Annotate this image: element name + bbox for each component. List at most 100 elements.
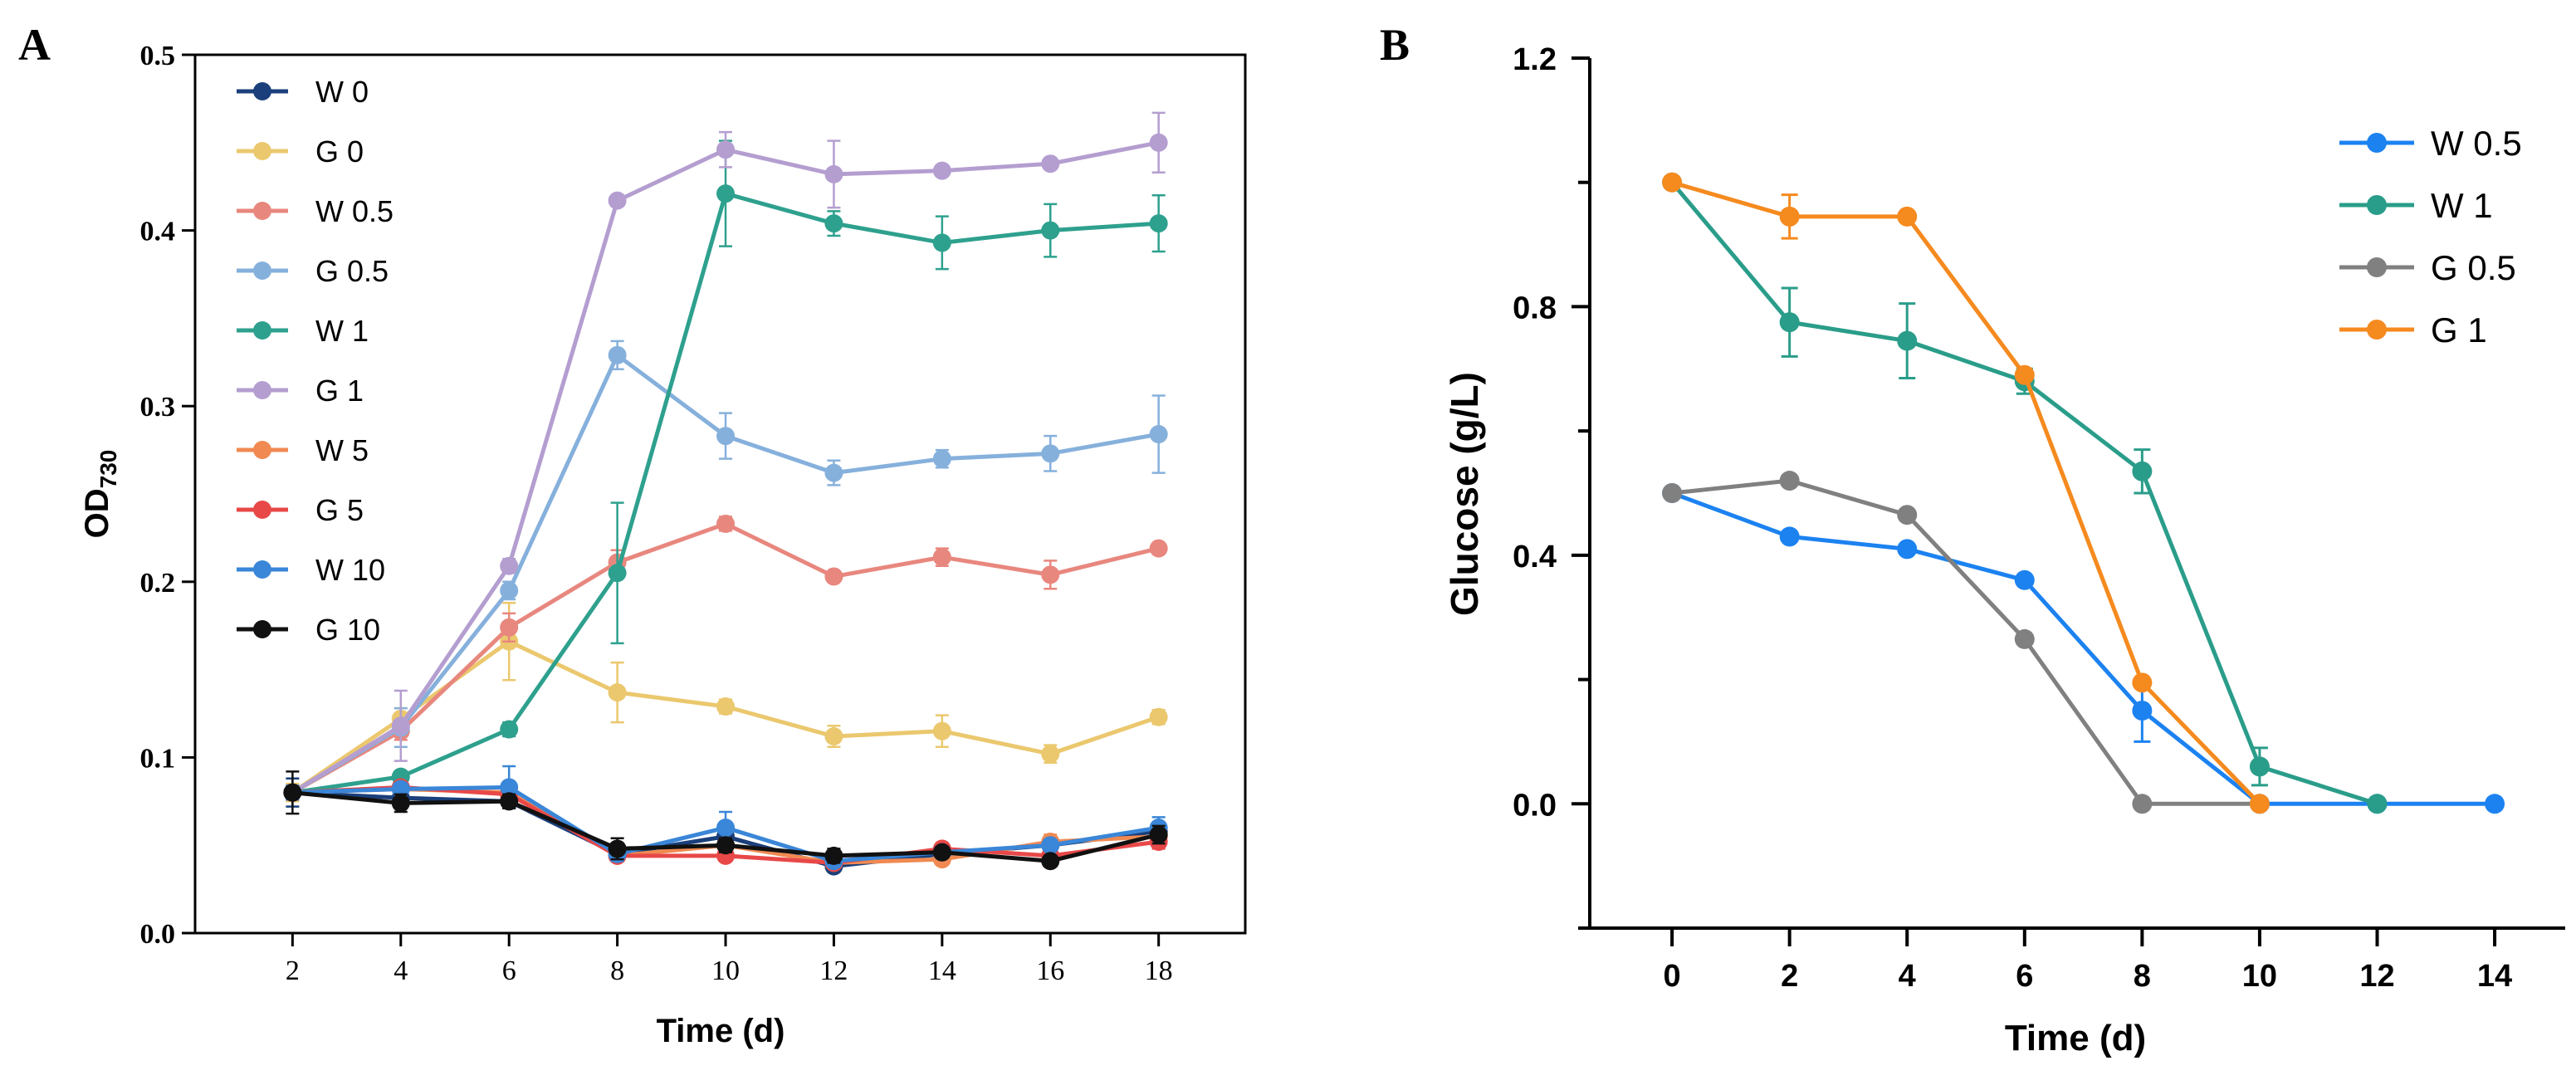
chart-b-legend-label: G 1 bbox=[2431, 310, 2487, 349]
chart-a-xlabel: Time (d) bbox=[657, 1013, 785, 1049]
chart-a-point bbox=[500, 720, 519, 739]
chart-a-point bbox=[500, 778, 519, 797]
chart-a-point bbox=[932, 449, 951, 468]
chart-a-xtick-label: 4 bbox=[393, 955, 408, 986]
chart-a: 0.0 0.1 0.2 0.3 0.4 0.5 2 4 6 8 10 12 14 16 18 W 0 G 0 W… bbox=[79, 41, 1247, 1049]
chart-a-point bbox=[824, 164, 843, 183]
chart-a-xtick-label: 16 bbox=[1036, 955, 1064, 986]
chart-a-legend-item: G 10 bbox=[237, 613, 380, 647]
chart-a-series-g-10 bbox=[283, 770, 1168, 871]
chart-a-point bbox=[1041, 154, 1060, 174]
chart-a-ylabel-main: OD bbox=[79, 488, 115, 538]
chart-b-legend-item: W 1 bbox=[2339, 186, 2493, 225]
chart-a-xtick-label: 8 bbox=[610, 955, 624, 986]
chart-a-legend-swatch-marker bbox=[253, 202, 271, 220]
chart-b-point bbox=[2249, 794, 2270, 814]
chart-a-legend-swatch-marker bbox=[253, 501, 271, 519]
chart-b-legend-item: W 0.5 bbox=[2339, 124, 2522, 163]
chart-b-xtick-label: 0 bbox=[1664, 959, 1681, 994]
chart-b-point bbox=[2485, 794, 2505, 814]
panel-label-a: A bbox=[18, 20, 51, 70]
chart-b-point bbox=[2014, 364, 2035, 385]
chart-b-point bbox=[2132, 672, 2153, 693]
chart-a-ytick-label: 0.3 bbox=[140, 392, 176, 423]
chart-a-point bbox=[1149, 214, 1168, 233]
chart-b-point bbox=[2014, 628, 2035, 649]
chart-a-legend-item: W 5 bbox=[237, 433, 369, 467]
panel-label-b: B bbox=[1380, 20, 1410, 70]
chart-b-ytick-label: 1.2 bbox=[1513, 42, 1557, 77]
chart-b-point bbox=[1779, 312, 1800, 333]
chart-b-xtick-label: 8 bbox=[2134, 959, 2151, 994]
chart-b-point bbox=[2367, 794, 2388, 814]
chart-a-legend-item: G 5 bbox=[237, 493, 364, 527]
chart-b-legend-label: W 0.5 bbox=[2431, 124, 2522, 163]
chart-a-point bbox=[824, 214, 843, 233]
chart-a-legend-item: W 1 bbox=[237, 314, 369, 348]
chart-a-point bbox=[716, 140, 736, 159]
chart-a-point bbox=[716, 836, 736, 855]
chart-a-ytick-label: 0.0 bbox=[140, 919, 176, 950]
chart-b-xtick-label: 10 bbox=[2242, 959, 2277, 994]
chart-a-legend-label: G 1 bbox=[315, 374, 364, 408]
chart-b-legend-swatch-marker bbox=[2367, 195, 2387, 215]
chart-b-legend-swatch-marker bbox=[2367, 320, 2387, 340]
chart-b-point bbox=[2132, 794, 2153, 814]
chart-a-legend-label: W 0.5 bbox=[315, 194, 393, 228]
chart-a-ytick-label: 0.4 bbox=[140, 217, 176, 247]
chart-a-point bbox=[391, 794, 410, 813]
chart-a-legend-swatch-marker bbox=[253, 441, 271, 459]
chart-a-legend-swatch-marker bbox=[253, 620, 271, 638]
chart-b-series-line bbox=[1671, 180, 2261, 806]
chart-b-xtick-label: 12 bbox=[2359, 959, 2394, 994]
chart-b-xtick-label: 14 bbox=[2477, 959, 2512, 994]
chart-a-point bbox=[824, 567, 843, 586]
chart-a-ytick-label: 0.1 bbox=[140, 743, 176, 774]
chart-a-series-w-0-5 bbox=[283, 514, 1168, 802]
chart-b-series-line bbox=[1671, 478, 2260, 806]
chart-a-point bbox=[283, 783, 302, 802]
chart-a-point bbox=[391, 716, 410, 736]
chart-a-legend-label: G 10 bbox=[315, 613, 380, 647]
chart-a-point bbox=[1041, 852, 1060, 871]
chart-b-legend-item: G 0.5 bbox=[2339, 248, 2516, 287]
chart-a-ylabel: OD730 bbox=[79, 450, 121, 539]
chart-a-point bbox=[716, 184, 736, 203]
chart-a-legend-item: G 1 bbox=[237, 374, 364, 408]
chart-a-legend-swatch-marker bbox=[253, 82, 271, 100]
chart-a-point bbox=[716, 697, 736, 716]
chart-b-xtick-label: 6 bbox=[2016, 959, 2033, 994]
chart-a-point bbox=[1041, 836, 1060, 855]
chart-b-xlabel: Time (d) bbox=[2005, 1018, 2146, 1058]
chart-b-point bbox=[1897, 539, 1918, 560]
chart-a-series-line bbox=[291, 521, 1160, 794]
chart-a-point bbox=[1149, 825, 1168, 844]
chart-a-point bbox=[1041, 444, 1060, 463]
chart-b-series-g-1 bbox=[1662, 172, 2270, 814]
chart-a-point bbox=[1149, 425, 1168, 444]
chart-b-series-w-1 bbox=[1662, 172, 2388, 814]
chart-b: 0.0 0.4 0.8 1.2 0 2 4 6 8 10 12 14 W 0.5 W 1 G 0.5 G 1… bbox=[1443, 42, 2565, 1058]
chart-b-xtick-label: 2 bbox=[1781, 959, 1798, 994]
chart-b-point bbox=[2014, 569, 2035, 590]
chart-a-xtick-label: 2 bbox=[286, 955, 300, 986]
chart-a-point bbox=[608, 345, 627, 364]
chart-a-legend-label: G 0.5 bbox=[315, 254, 389, 288]
chart-a-frame bbox=[193, 53, 1247, 935]
chart-a-legend-label: W 10 bbox=[315, 553, 385, 587]
chart-b-point bbox=[1779, 526, 1800, 547]
chart-a-point bbox=[500, 556, 519, 575]
chart-a-legend-item: G 0.5 bbox=[237, 254, 389, 288]
chart-b-ytick-label: 0.8 bbox=[1513, 291, 1557, 325]
chart-a-point bbox=[932, 233, 951, 252]
chart-a-point bbox=[608, 564, 627, 583]
chart-a-point bbox=[608, 191, 627, 210]
chart-a-point bbox=[500, 581, 519, 600]
chart-a-point bbox=[1041, 221, 1060, 240]
chart-b-legend-swatch-marker bbox=[2367, 257, 2387, 277]
chart-b-point bbox=[1779, 471, 1800, 491]
chart-a-point bbox=[1041, 565, 1060, 584]
chart-a-xtick-label: 6 bbox=[502, 955, 516, 986]
chart-a-point bbox=[716, 427, 736, 446]
